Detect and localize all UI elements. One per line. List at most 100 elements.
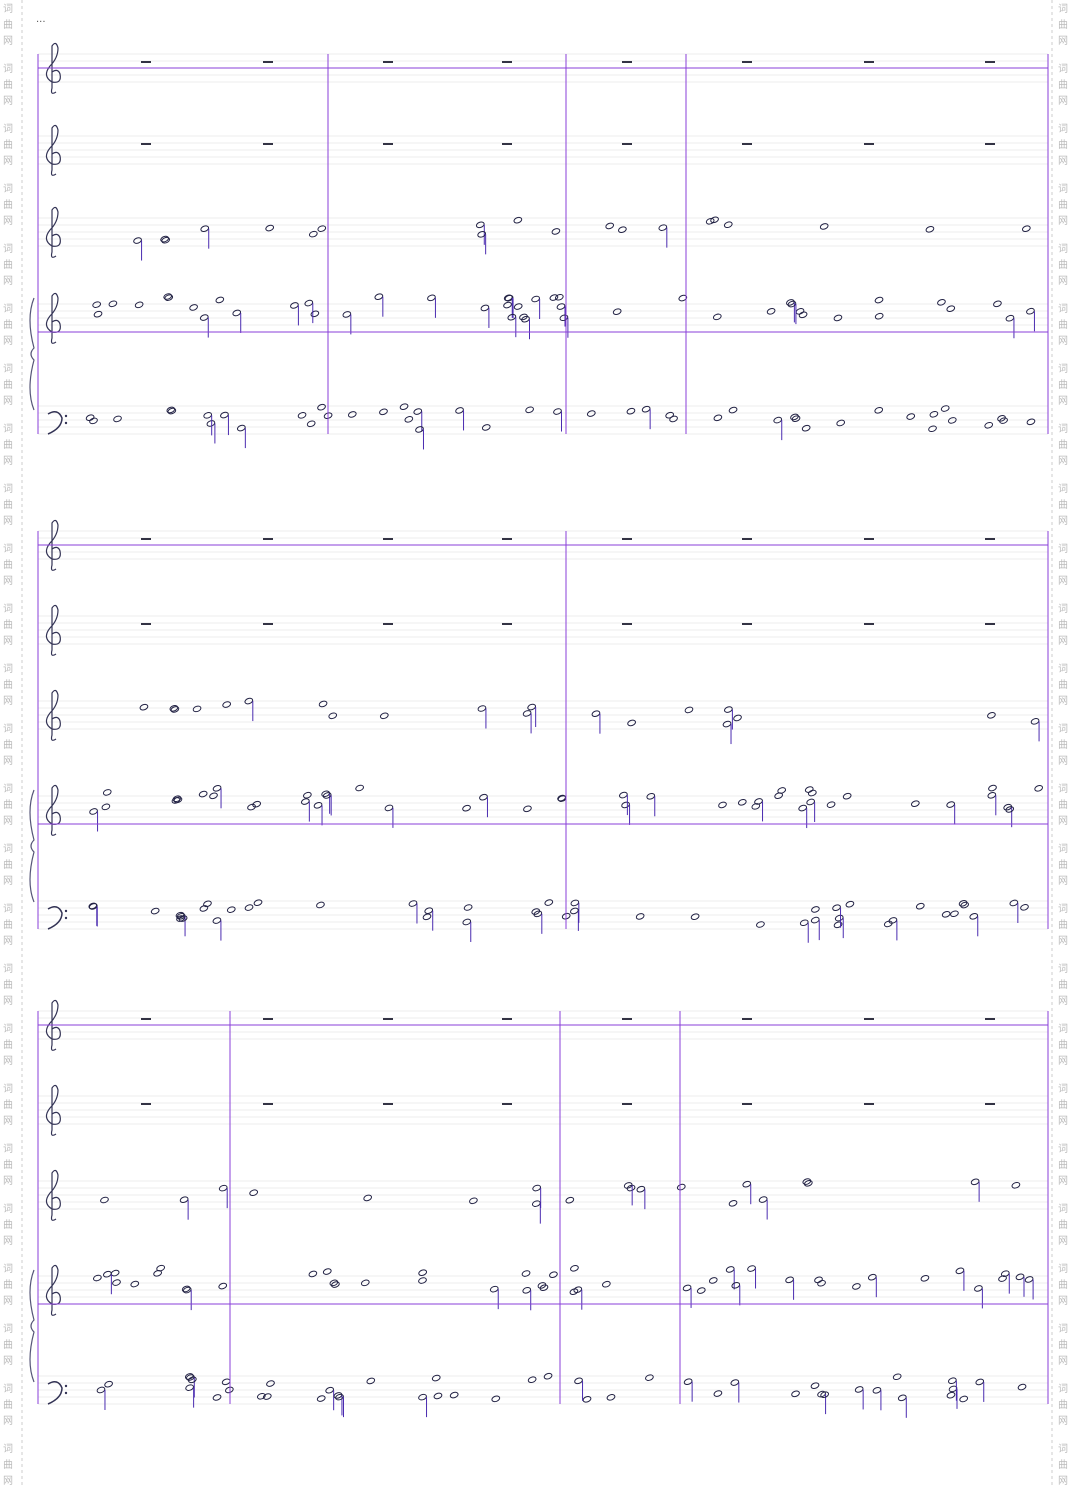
note-head (108, 300, 118, 308)
watermark: 曲 (1058, 1279, 1068, 1291)
rest (864, 538, 874, 540)
note-head (363, 1194, 373, 1202)
watermark: 词 (1058, 843, 1068, 855)
note-head (522, 710, 532, 717)
note-head (328, 712, 338, 720)
note-head (100, 1196, 109, 1204)
note-head (96, 1386, 106, 1394)
note-head (819, 223, 829, 230)
note-head (203, 412, 213, 419)
watermark: 曲 (3, 559, 13, 571)
watermark: 词 (1058, 1443, 1068, 1455)
note-head (619, 791, 628, 799)
note-head (803, 1179, 813, 1187)
top-mark: ... (36, 14, 46, 25)
note-head (489, 1285, 499, 1293)
note-head (623, 1182, 633, 1189)
note-head (253, 899, 263, 906)
watermark: 曲 (1058, 319, 1068, 331)
note-head (570, 899, 580, 907)
note-head (265, 224, 275, 232)
note-head (713, 1390, 723, 1397)
watermark: 网 (1058, 35, 1068, 47)
note-head (463, 904, 473, 911)
watermark: 词 (1058, 1143, 1068, 1155)
note-head (730, 1379, 740, 1386)
watermark: 曲 (1058, 499, 1068, 511)
note-head (156, 1264, 166, 1272)
note-head (134, 301, 144, 309)
note-head (756, 921, 765, 928)
note-head (1017, 1383, 1027, 1391)
note-head (618, 226, 627, 233)
watermark: 词 (1058, 1323, 1068, 1335)
note-head (113, 415, 122, 423)
note-head (559, 314, 569, 322)
note-head (570, 1264, 579, 1272)
watermark: 网 (3, 515, 13, 527)
rest (502, 623, 512, 625)
note-head (323, 412, 333, 419)
rest (383, 1103, 393, 1105)
note-head (300, 798, 310, 805)
note-head (173, 796, 183, 804)
treble-clef (45, 1264, 61, 1316)
note-head (1030, 718, 1040, 725)
note-head (198, 790, 208, 798)
watermark: 网 (3, 1415, 13, 1427)
note-head (313, 802, 323, 809)
note-head (178, 915, 188, 922)
note-head (104, 1380, 113, 1388)
note-head (937, 299, 946, 306)
note-head (449, 1391, 459, 1399)
note-head (418, 1269, 428, 1277)
note-head (187, 1376, 197, 1384)
brace (29, 297, 35, 411)
note-head (479, 793, 488, 801)
treble-clef (45, 784, 61, 836)
note-head (910, 800, 920, 808)
note-head (418, 1393, 427, 1401)
rest (502, 1103, 512, 1105)
watermark: 网 (3, 575, 13, 587)
note-head (433, 1392, 443, 1400)
watermark: 词 (1058, 243, 1068, 255)
watermark: 网 (1058, 935, 1068, 947)
watermark: 词 (1058, 543, 1068, 555)
note-head (683, 1378, 693, 1385)
note-head (102, 789, 112, 796)
note-head (304, 299, 314, 307)
note-head (226, 906, 236, 913)
note-head (791, 1390, 800, 1398)
note-head (543, 1372, 553, 1380)
note-head (179, 1196, 189, 1203)
watermark: 网 (3, 95, 13, 107)
note-head (236, 424, 246, 432)
note-head (503, 301, 512, 309)
note-head (708, 1277, 718, 1284)
note-head (521, 315, 530, 323)
note-head (591, 710, 601, 717)
note-head (925, 225, 935, 233)
rest (141, 623, 151, 625)
note-head (999, 417, 1008, 424)
note-head (366, 1377, 376, 1385)
note-head (491, 1395, 501, 1403)
note-head (754, 798, 763, 805)
note-head (360, 1279, 370, 1287)
note-head (636, 1185, 646, 1193)
note-head (696, 1287, 706, 1294)
watermark: 词 (3, 1383, 13, 1395)
watermark: 词 (3, 963, 13, 975)
watermark: 曲 (1058, 859, 1068, 871)
watermark: 曲 (1058, 259, 1068, 271)
watermark: 词 (3, 723, 13, 735)
note-head (355, 784, 364, 792)
note-head (605, 222, 615, 230)
rest (864, 623, 874, 625)
note-head (531, 908, 541, 915)
watermark: 词 (1058, 1263, 1068, 1275)
note-head (101, 803, 111, 811)
watermark: 词 (1058, 1203, 1068, 1215)
note-head (252, 800, 261, 808)
